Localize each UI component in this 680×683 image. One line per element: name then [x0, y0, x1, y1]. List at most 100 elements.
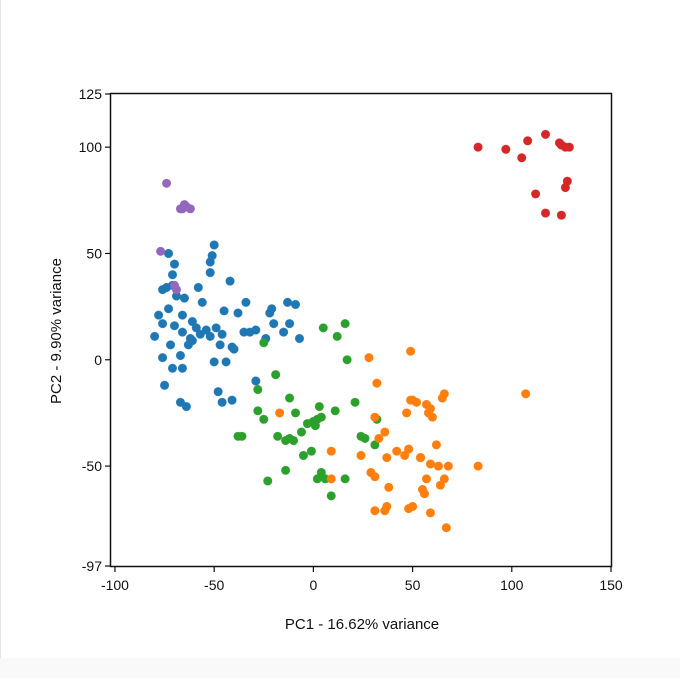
- data-point: [177, 310, 188, 320]
- data-point: [181, 401, 191, 412]
- data-point: [419, 489, 430, 499]
- data-points: [150, 129, 574, 533]
- y-axis-ticks: 125 100 50 0 -50 -97: [79, 86, 111, 574]
- data-point: [177, 363, 188, 373]
- data-point: [197, 297, 207, 307]
- data-point: [169, 321, 180, 331]
- y-tick-label: 50: [86, 245, 102, 261]
- data-point: [314, 401, 324, 412]
- data-point: [157, 353, 168, 363]
- data-point: [251, 325, 261, 335]
- x-tick-label: 50: [405, 577, 421, 593]
- data-point: [425, 508, 436, 518]
- data-point: [282, 297, 293, 307]
- data-point: [241, 297, 251, 307]
- data-point: [298, 450, 309, 461]
- data-point: [402, 408, 412, 418]
- data-point: [404, 444, 414, 454]
- data-point: [350, 397, 360, 407]
- data-point: [225, 276, 235, 286]
- data-point: [233, 308, 243, 318]
- data-point: [517, 153, 527, 163]
- data-point: [318, 323, 328, 333]
- data-point: [356, 450, 366, 461]
- data-point: [540, 208, 551, 218]
- data-point: [269, 319, 279, 329]
- data-point: [179, 293, 190, 303]
- data-point: [275, 408, 285, 418]
- data-point: [185, 204, 195, 214]
- data-point: [415, 452, 426, 463]
- data-point: [290, 299, 301, 310]
- data-point: [156, 246, 166, 256]
- data-point: [253, 406, 263, 416]
- data-point: [501, 144, 511, 154]
- data-point: [251, 376, 261, 386]
- data-point: [284, 319, 295, 329]
- data-point: [411, 397, 422, 407]
- x-tick-label: 0: [309, 577, 317, 593]
- data-point: [562, 176, 572, 186]
- x-tick-label: -50: [204, 577, 224, 593]
- data-point: [205, 267, 215, 278]
- y-tick-label: -97: [82, 558, 102, 574]
- data-point: [193, 282, 203, 293]
- y-tick-label: -50: [82, 458, 102, 474]
- data-point: [382, 501, 392, 512]
- data-point: [370, 412, 380, 422]
- data-point: [259, 414, 269, 424]
- data-point: [441, 523, 451, 533]
- data-point: [439, 389, 449, 399]
- data-point: [227, 395, 237, 405]
- data-point: [473, 461, 483, 471]
- data-point: [211, 323, 221, 333]
- window-edge-left: [0, 0, 1, 678]
- x-axis-title: PC1 - 16.62% variance: [285, 616, 439, 633]
- data-point: [370, 506, 380, 516]
- data-point: [382, 452, 392, 463]
- point-group-1: [156, 178, 195, 295]
- data-point: [207, 250, 217, 261]
- data-point: [473, 142, 483, 152]
- data-point: [267, 304, 277, 314]
- data-point: [421, 474, 432, 484]
- data-point: [384, 482, 394, 492]
- point-group-0: [150, 240, 305, 412]
- data-point: [332, 331, 342, 341]
- data-point: [167, 363, 178, 373]
- data-point: [279, 327, 289, 337]
- data-point: [531, 189, 541, 199]
- data-point: [209, 357, 219, 367]
- data-point: [281, 465, 291, 475]
- data-point: [431, 440, 441, 450]
- data-point: [259, 338, 269, 348]
- x-tick-label: 150: [599, 577, 623, 593]
- x-tick-label: 100: [500, 577, 524, 593]
- data-point: [187, 336, 197, 346]
- data-point: [406, 346, 416, 356]
- data-point: [175, 350, 186, 361]
- data-point: [392, 446, 402, 456]
- data-point: [427, 412, 438, 422]
- data-point: [213, 387, 223, 397]
- data-point: [374, 433, 384, 444]
- data-point: [215, 340, 225, 350]
- data-point: [425, 404, 436, 414]
- data-point: [364, 353, 374, 363]
- y-tick-label: 0: [94, 352, 102, 368]
- data-point: [237, 431, 247, 441]
- data-point: [340, 319, 350, 329]
- data-point: [342, 355, 352, 365]
- data-point: [326, 446, 336, 456]
- data-point: [556, 210, 566, 220]
- data-point: [271, 370, 281, 380]
- data-point: [540, 129, 551, 139]
- data-point: [163, 248, 174, 259]
- point-group-4: [473, 129, 574, 220]
- data-point: [159, 380, 170, 390]
- data-point: [209, 240, 219, 250]
- data-point: [205, 331, 215, 341]
- data-point: [294, 333, 305, 344]
- data-point: [219, 306, 229, 316]
